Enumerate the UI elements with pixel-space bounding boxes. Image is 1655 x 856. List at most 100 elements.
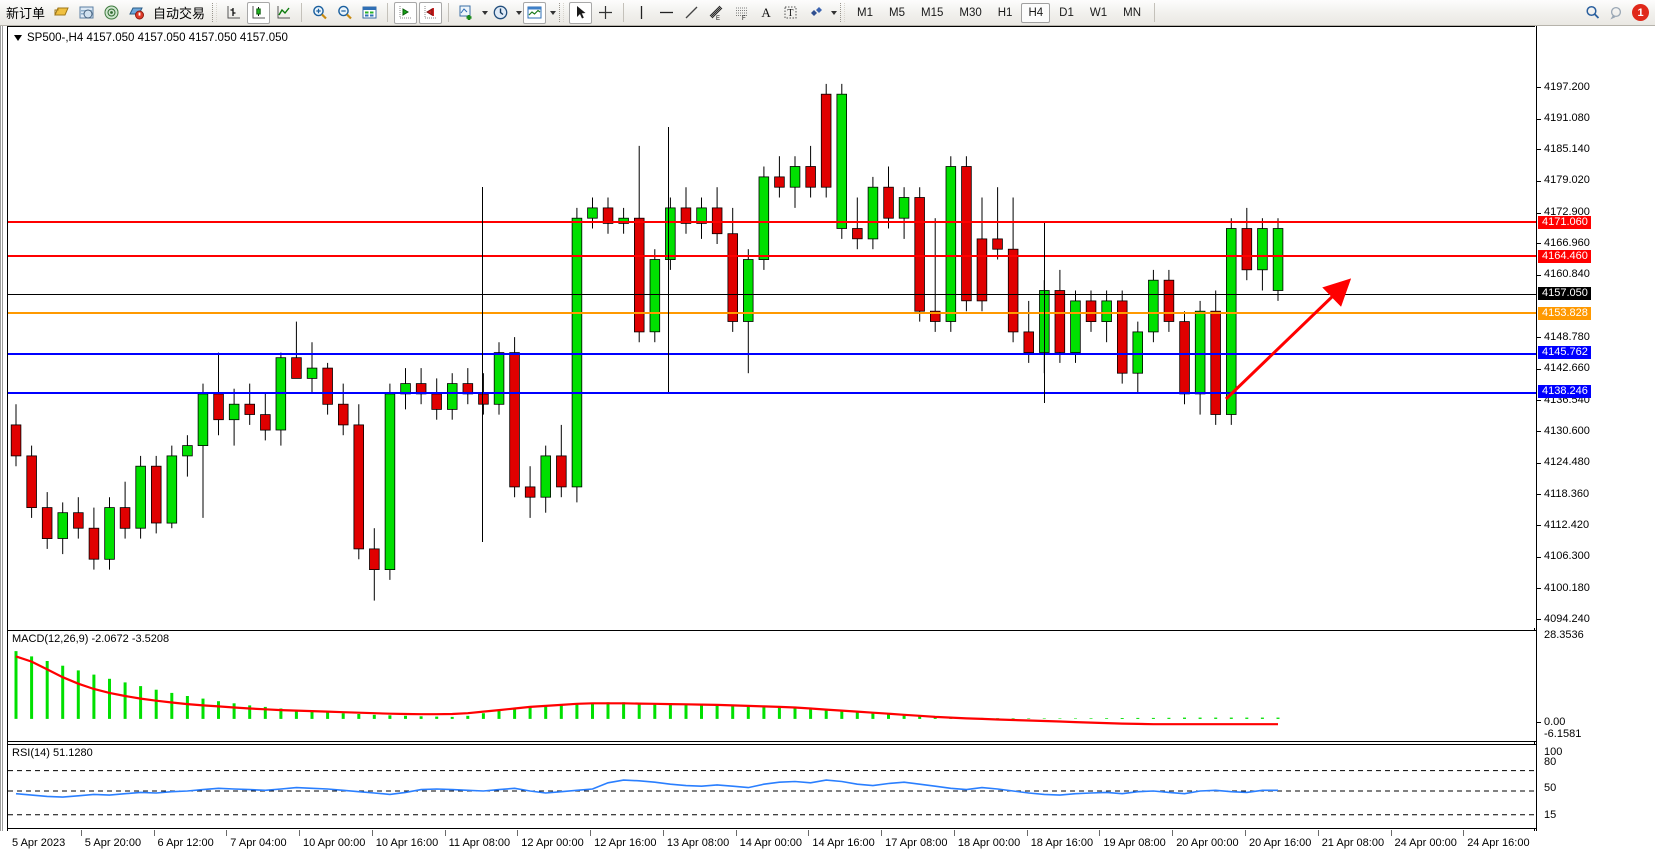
price-badge-orange-level[interactable]: 4153.828: [1538, 307, 1591, 320]
shift-start-icon[interactable]: [394, 1, 418, 24]
chart-header: SP500-,H4 4157.050 4157.050 4157.050 415…: [14, 32, 288, 44]
price-axis[interactable]: 4197.200 4191.080 4185.140 4179.020 4172.900…: [1536, 26, 1655, 831]
templates-icon[interactable]: [523, 1, 547, 24]
grid-icon[interactable]: [358, 2, 381, 24]
price-tick-label: 4185.140: [1544, 142, 1590, 155]
chart-menu-triangle-icon[interactable]: [14, 35, 22, 41]
trendline-icon[interactable]: [680, 2, 703, 24]
timeframe-m1[interactable]: M1: [857, 6, 874, 19]
crosshair-icon[interactable]: [594, 2, 617, 24]
timeframe-w1[interactable]: W1: [1089, 6, 1108, 19]
bar-chart-icon[interactable]: [222, 2, 245, 24]
level-line-resistance-2[interactable]: [8, 255, 1536, 257]
price-badge-support-1[interactable]: 4145.762: [1538, 346, 1591, 359]
main-toolbar: 新订单 自动交易: [0, 0, 1655, 26]
chart-window[interactable]: SP500-,H4 4157.050 4157.050 4157.050 415…: [0, 26, 1655, 849]
period-clock-icon[interactable]: [489, 2, 512, 24]
price-tick-mark: [1537, 525, 1541, 527]
price-tick-label: 4118.360: [1544, 487, 1590, 500]
data-window-icon[interactable]: [75, 2, 98, 24]
shift-end-icon[interactable]: [419, 1, 443, 24]
toolbar-grip[interactable]: [212, 3, 218, 22]
macd-zero-tick: [1537, 722, 1541, 723]
macd-chart[interactable]: [8, 631, 1536, 743]
timeframe-h4[interactable]: H4: [1021, 2, 1051, 23]
timeframe-d1[interactable]: D1: [1059, 6, 1074, 19]
time-axis-label: 19 Apr 08:00: [1103, 837, 1166, 849]
autotrading-button[interactable]: 自动交易: [153, 6, 206, 21]
price-badge-resistance-1[interactable]: 4171.060: [1538, 216, 1591, 229]
time-axis-label: 7 Apr 04:00: [230, 837, 287, 849]
folder-icon[interactable]: [50, 2, 73, 24]
chevron-down-icon-3[interactable]: [550, 10, 557, 15]
chevron-down-icon-4[interactable]: [831, 10, 838, 15]
hline-icon[interactable]: [655, 2, 678, 24]
search-icon[interactable]: [1581, 2, 1604, 24]
svg-text:E: E: [716, 16, 720, 21]
vline-icon[interactable]: [630, 2, 653, 24]
timeframe-mn[interactable]: MN: [1123, 6, 1141, 19]
rsi-tick-50: 50: [1544, 782, 1557, 794]
price-tick-mark: [1537, 588, 1541, 590]
time-axis-label: 11 Apr 08:00: [448, 837, 511, 849]
level-line-support-1[interactable]: [8, 353, 1536, 355]
text-icon[interactable]: A: [761, 4, 771, 20]
chart-plot-frame[interactable]: SP500-,H4 4157.050 4157.050 4157.050 415…: [7, 26, 1536, 849]
chart-symbol-label: SP500-,H4 4157.050 4157.050 4157.050 415…: [27, 32, 288, 44]
price-badge-current-price[interactable]: 4157.050: [1538, 287, 1591, 300]
zoom-in-icon[interactable]: [308, 2, 331, 24]
price-badge-support-2[interactable]: 4138.246: [1538, 385, 1591, 398]
time-axis[interactable]: 5 Apr 2023 5 Apr 20:00 6 Apr 12:00 7 Apr 04…: [8, 830, 1536, 856]
rsi-pane[interactable]: RSI(14) 51.1280: [8, 744, 1536, 829]
fibonacci-icon[interactable]: F: [730, 2, 753, 24]
signal-icon[interactable]: [100, 2, 123, 24]
autotrading-icon[interactable]: [125, 2, 148, 24]
macd-tick-max: 28.3536: [1544, 629, 1584, 641]
level-line-current-price[interactable]: [8, 294, 1536, 295]
label-icon[interactable]: T: [779, 2, 802, 24]
vertical-marker-2: [668, 127, 669, 392]
time-axis-label: 12 Apr 00:00: [521, 837, 584, 849]
price-tick-mark: [1537, 494, 1541, 496]
price-tick-label: 4112.420: [1544, 518, 1590, 531]
chevron-down-icon-2[interactable]: [516, 10, 523, 15]
time-axis-label: 20 Apr 16:00: [1249, 837, 1312, 849]
new-order-button[interactable]: 新订单: [6, 6, 46, 21]
price-tick-label: 4179.020: [1544, 174, 1590, 187]
zoom-out-icon[interactable]: [333, 2, 356, 24]
time-axis-label: 14 Apr 00:00: [739, 837, 802, 849]
objects-icon[interactable]: [804, 2, 827, 24]
candlestick-icon[interactable]: [247, 1, 271, 24]
rsi-chart[interactable]: [8, 745, 1536, 830]
timeframe-m5[interactable]: M5: [889, 6, 905, 19]
vertical-marker-1: [482, 187, 483, 542]
toolbar-grip-2[interactable]: [559, 3, 565, 22]
chevron-down-icon[interactable]: [482, 10, 489, 15]
level-line-support-2[interactable]: [8, 392, 1536, 394]
macd-pane[interactable]: MACD(12,26,9) -2.0672 -3.5208: [8, 630, 1536, 742]
time-axis-label: 18 Apr 16:00: [1030, 837, 1094, 849]
line-chart-icon[interactable]: [272, 2, 295, 24]
timeframe-m30[interactable]: M30: [959, 6, 982, 19]
timeframe-h1[interactable]: H1: [997, 6, 1013, 19]
price-tick-label: 4148.780: [1544, 330, 1590, 343]
toolbar-separator-3: [448, 3, 450, 22]
timeframe-m15[interactable]: M15: [921, 6, 944, 19]
price-tick-label: 4130.600: [1544, 424, 1590, 437]
price-pane[interactable]: [8, 27, 1536, 628]
candlestick-chart[interactable]: [8, 27, 1536, 628]
level-line-orange[interactable]: [8, 312, 1536, 314]
alerts-icon[interactable]: [1606, 2, 1629, 24]
time-axis-label: 10 Apr 00:00: [303, 837, 366, 849]
time-axis-label: 18 Apr 00:00: [957, 837, 1021, 849]
level-line-resistance-1[interactable]: [8, 221, 1536, 223]
price-badge-resistance-2[interactable]: 4164.460: [1538, 250, 1591, 263]
cursor-icon[interactable]: [569, 1, 593, 24]
toolbar-grip-3[interactable]: [840, 3, 846, 22]
indicator-add-icon[interactable]: [455, 2, 478, 24]
price-tick-mark: [1537, 462, 1541, 464]
time-axis-label: 21 Apr 08:00: [1321, 837, 1385, 849]
price-tick-mark: [1537, 149, 1541, 151]
equidistant-channel-icon[interactable]: E: [705, 2, 728, 24]
alert-count-badge[interactable]: 1: [1632, 4, 1649, 21]
